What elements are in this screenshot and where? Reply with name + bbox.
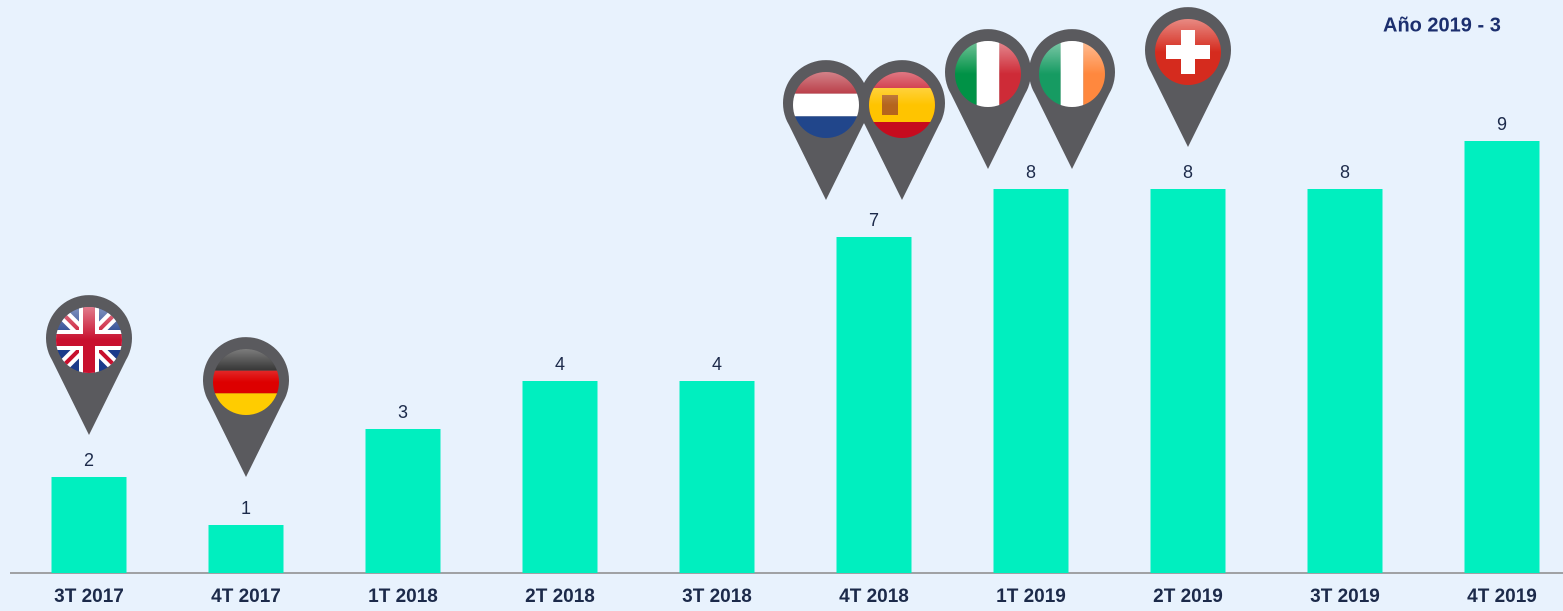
- flag-pin: [46, 295, 132, 435]
- value-label: 2: [84, 450, 94, 470]
- x-tick-label: 3T 2017: [54, 586, 124, 607]
- bar: [1150, 189, 1226, 573]
- shine: [793, 72, 859, 138]
- value-label: 7: [869, 210, 879, 230]
- bar: [836, 237, 912, 573]
- shine: [213, 349, 279, 415]
- value-label: 9: [1497, 114, 1507, 134]
- value-label: 4: [555, 354, 565, 374]
- x-tick-label: 3T 2018: [682, 586, 752, 607]
- shine: [869, 72, 935, 138]
- chart-title: Año 2019 - 3: [1383, 14, 1501, 36]
- x-tick-label: 2T 2019: [1153, 586, 1223, 607]
- bar: [365, 429, 441, 573]
- bar: [522, 381, 598, 573]
- x-tick-label: 2T 2018: [525, 586, 595, 607]
- flag-pin: [945, 29, 1031, 169]
- bar: [1464, 141, 1540, 573]
- bar: [51, 477, 127, 573]
- bar: [679, 381, 755, 573]
- flag-pin: [202, 337, 289, 477]
- x-tick-label: 1T 2019: [996, 586, 1066, 607]
- flag-pins: [46, 7, 1231, 477]
- flag-pin: [1029, 29, 1115, 169]
- x-tick-label: 4T 2017: [211, 586, 281, 607]
- flag-pin: [783, 60, 869, 201]
- flag-pin: [859, 60, 945, 201]
- value-label: 1: [241, 498, 251, 518]
- shine: [56, 307, 122, 373]
- flag-pin: [1145, 7, 1231, 147]
- value-label: 8: [1183, 162, 1193, 182]
- value-label: 3: [398, 402, 408, 422]
- shine: [955, 41, 1021, 107]
- bar: [1307, 189, 1383, 573]
- shine: [1155, 19, 1221, 85]
- value-label: 8: [1340, 162, 1350, 182]
- value-label: 8: [1026, 162, 1036, 182]
- x-tick-label: 3T 2019: [1310, 586, 1380, 607]
- x-tick-label: 4T 2018: [839, 586, 909, 607]
- x-tick-label: 4T 2019: [1467, 586, 1537, 607]
- value-label: 4: [712, 354, 722, 374]
- x-tick-label: 1T 2018: [368, 586, 438, 607]
- bar: [208, 525, 284, 573]
- bar: [993, 189, 1069, 573]
- shine: [1039, 41, 1105, 107]
